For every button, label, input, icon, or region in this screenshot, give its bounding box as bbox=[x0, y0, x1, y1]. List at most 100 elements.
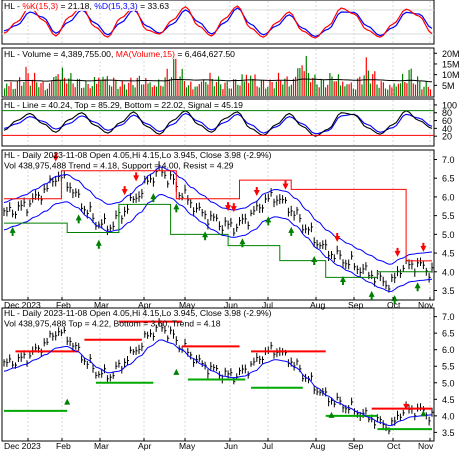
volume-bar bbox=[85, 80, 87, 96]
volume-bar bbox=[44, 90, 46, 96]
volume-bar bbox=[111, 86, 113, 96]
volume-bar bbox=[329, 73, 331, 96]
volume-bar bbox=[284, 78, 286, 96]
buy-arrow-icon bbox=[391, 295, 398, 305]
price2-label-line: Vol 438,975,488 Top = 4.22, Bottom = 3.6… bbox=[4, 319, 221, 329]
volume-bar bbox=[346, 84, 348, 96]
volume-bar bbox=[78, 79, 81, 96]
volume-bar bbox=[220, 84, 222, 96]
volume-bar bbox=[19, 77, 21, 96]
volume-bar bbox=[61, 67, 63, 96]
price-panel-1-frame bbox=[1, 149, 435, 301]
volume-bar bbox=[318, 87, 320, 96]
volume-ma-line bbox=[4, 78, 433, 83]
price2-tick-label: 7.0 bbox=[442, 312, 455, 322]
volume-bar bbox=[68, 78, 70, 96]
x-axis-2-label: Apr bbox=[138, 441, 152, 451]
volume-bar bbox=[10, 81, 12, 96]
volume-tick-label: 20M bbox=[442, 49, 460, 59]
volume-bar bbox=[4, 88, 6, 96]
volume-bar bbox=[209, 72, 211, 96]
volume-bar bbox=[198, 84, 200, 96]
volume-bar bbox=[6, 83, 8, 96]
volume-bar bbox=[170, 77, 173, 96]
buy-arrow-icon bbox=[173, 203, 180, 213]
volume-bar bbox=[42, 81, 44, 96]
volume-bar bbox=[342, 81, 344, 96]
buy-arrow-icon bbox=[420, 410, 427, 417]
volume-bar bbox=[290, 84, 292, 96]
volume-bar bbox=[271, 82, 273, 96]
volume-bar bbox=[250, 75, 252, 96]
x-axis-1-label: Mar bbox=[94, 300, 109, 310]
volume-bar bbox=[286, 76, 288, 96]
volume-bar bbox=[8, 86, 10, 96]
volume-bar bbox=[350, 82, 352, 96]
volume-bar bbox=[115, 80, 117, 96]
volume-bar bbox=[194, 86, 196, 96]
x-axis-1-label: May bbox=[179, 300, 196, 310]
volume-bar bbox=[282, 84, 284, 96]
volume-bar bbox=[175, 56, 177, 96]
volume-bar bbox=[70, 73, 72, 96]
volume-bar bbox=[301, 65, 303, 96]
volume-bar bbox=[378, 87, 380, 96]
volume-bar bbox=[410, 68, 412, 96]
x-axis-2-label: Aug bbox=[310, 441, 326, 451]
volume-bar bbox=[241, 74, 243, 96]
indicator-main-line bbox=[3, 110, 433, 137]
stoch-k-line bbox=[3, 5, 433, 39]
volume-bar bbox=[382, 82, 384, 96]
volume-bar bbox=[136, 77, 138, 96]
price1-label-line: HL - Daily 2023-11-08 Open 4.05,Hi 4.15,… bbox=[4, 150, 272, 160]
volume-bar bbox=[340, 85, 342, 96]
volume-bar bbox=[183, 81, 185, 96]
volume-bar bbox=[53, 77, 55, 96]
volume-bar bbox=[233, 79, 235, 96]
price2-tick-label: 5.5 bbox=[442, 362, 455, 372]
volume-label: HL - Volume = 4,389,755.00, MA(Volume,15… bbox=[4, 49, 235, 59]
volume-bar bbox=[391, 87, 393, 96]
volume-bar bbox=[344, 86, 346, 96]
volume-bar bbox=[48, 83, 51, 96]
volume-bar bbox=[23, 82, 25, 96]
volume-tick-label: 5M bbox=[442, 81, 455, 91]
x-axis-2-label: Dec 2023 bbox=[4, 441, 41, 451]
volume-bar bbox=[51, 81, 53, 96]
price2-tick-label: 4.5 bbox=[442, 395, 455, 405]
volume-bar bbox=[372, 74, 374, 96]
volume-bar bbox=[36, 82, 38, 96]
price1-tick-label: 4.0 bbox=[442, 267, 455, 277]
buy-arrow-icon bbox=[368, 290, 375, 300]
x-axis-2-label: Sep bbox=[348, 441, 364, 451]
overlay-layer bbox=[2, 110, 434, 431]
volume-bar bbox=[213, 86, 215, 96]
volume-bar bbox=[21, 85, 23, 96]
volume-bar bbox=[402, 73, 404, 96]
volume-bar bbox=[181, 68, 183, 96]
x-axis-2-label: Nov bbox=[418, 441, 434, 451]
volume-bar bbox=[149, 82, 151, 96]
x-axis-1-label: Aug bbox=[310, 300, 326, 310]
volume-bar bbox=[177, 79, 179, 96]
volume-bar bbox=[222, 89, 224, 96]
volume-bar bbox=[267, 86, 269, 96]
volume-bar bbox=[72, 83, 74, 96]
volume-bar bbox=[303, 71, 305, 96]
volume-bar bbox=[404, 82, 406, 96]
x-axis-1-label: Nov bbox=[418, 300, 434, 310]
volume-bar bbox=[126, 89, 128, 96]
volume-bar bbox=[262, 80, 265, 96]
volume-bar bbox=[412, 83, 414, 96]
price2-label-line: HL - Daily 2023-11-08 Open 4.05,Hi 4.15,… bbox=[4, 308, 272, 318]
volume-bar bbox=[179, 76, 181, 96]
volume-bar bbox=[357, 78, 359, 96]
volume-bar bbox=[106, 76, 108, 96]
volume-bar bbox=[425, 81, 427, 96]
volume-label-part: HL - Volume = 4,389,755.00, bbox=[4, 49, 116, 59]
volume-bar bbox=[230, 88, 232, 96]
indicator-tick-label: 20 bbox=[442, 132, 452, 142]
volume-bar bbox=[307, 73, 310, 96]
volume-bar bbox=[369, 83, 372, 96]
volume-bar bbox=[258, 87, 260, 96]
